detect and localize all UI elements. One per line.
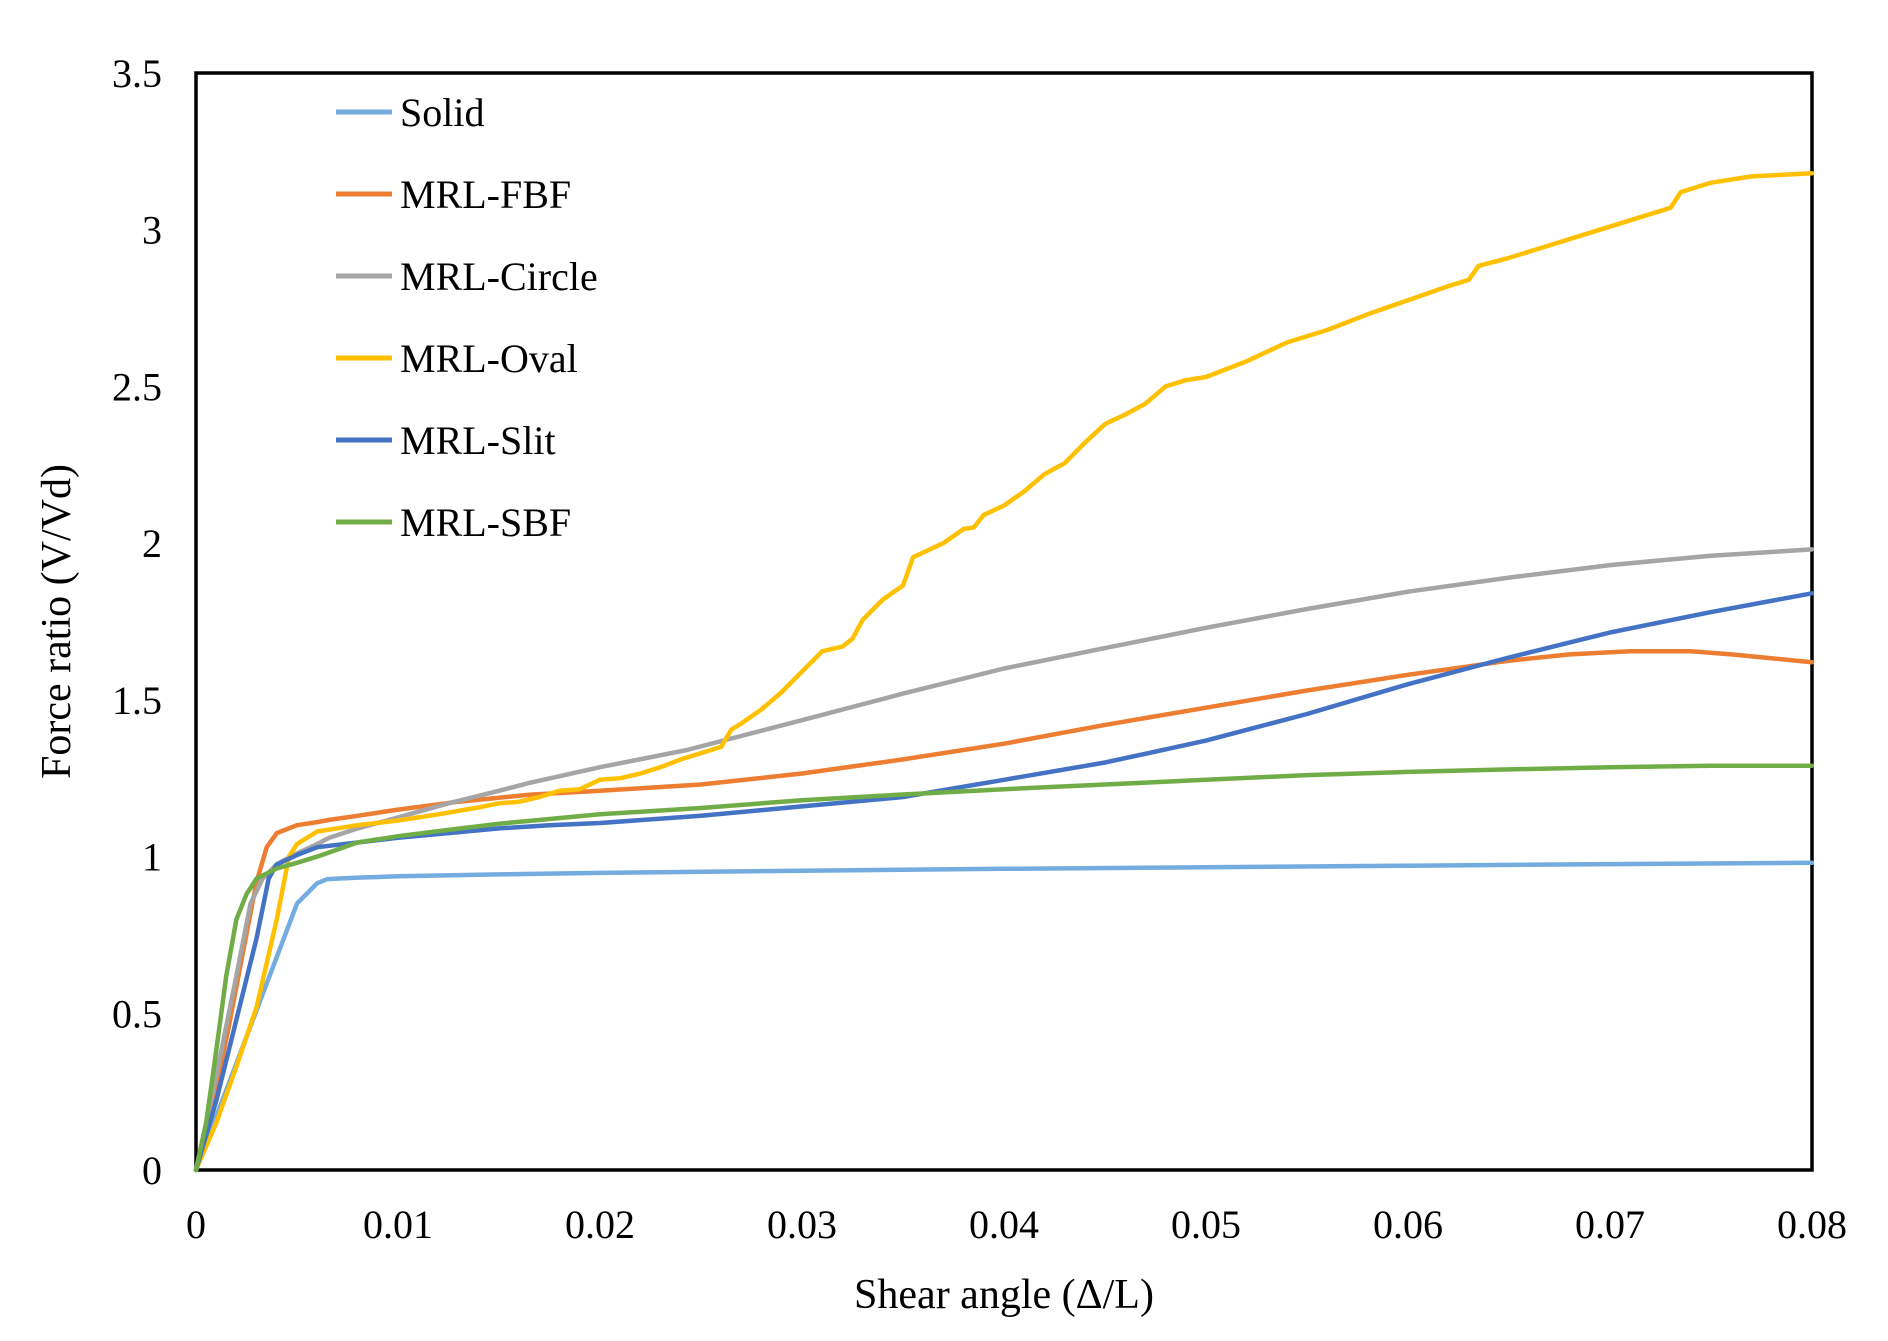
y-tick-label: 3 <box>142 208 162 253</box>
x-axis-tick-labels: 0 0.01 0.02 0.03 0.04 0.05 0.06 0.07 0.08 <box>186 1202 1847 1247</box>
legend-label: MRL-Slit <box>400 418 556 463</box>
legend-item-mrl-sbf: MRL-SBF <box>336 500 571 545</box>
y-axis-tick-labels: 0 0.5 1 1.5 2 2.5 3 3.5 <box>112 51 162 1193</box>
y-axis-title: Force ratio (V/Vd) <box>34 464 80 779</box>
legend: Solid MRL-FBF MRL-Circle MRL-Oval MRL-Slit MR… <box>336 90 598 545</box>
y-tick-label: 0.5 <box>112 991 162 1036</box>
y-tick-label: 1.5 <box>112 678 162 723</box>
legend-item-mrl-oval: MRL-Oval <box>336 336 578 381</box>
x-tick-label: 0.06 <box>1373 1202 1443 1247</box>
series-line-mrl-sbf <box>193 763 1815 1173</box>
plot-area-border <box>194 71 1814 1172</box>
y-tick-label: 1 <box>142 835 162 880</box>
x-tick-label: 0.04 <box>969 1202 1039 1247</box>
y-tick-label: 2 <box>142 521 162 566</box>
x-tick-label: 0.02 <box>565 1202 635 1247</box>
series-line-mrl-slit <box>193 591 1815 1173</box>
x-tick-label: 0.01 <box>363 1202 433 1247</box>
legend-item-mrl-slit: MRL-Slit <box>336 418 556 463</box>
legend-item-mrl-fbf: MRL-FBF <box>336 172 571 217</box>
x-tick-label: 0.07 <box>1575 1202 1645 1247</box>
legend-item-solid: Solid <box>336 90 484 135</box>
legend-label: MRL-Circle <box>400 254 598 299</box>
series-lines <box>193 171 1815 1173</box>
legend-item-mrl-circle: MRL-Circle <box>336 254 598 299</box>
legend-label: MRL-FBF <box>400 172 571 217</box>
x-axis-title: Shear angle (Δ/L) <box>854 1272 1154 1318</box>
legend-label: MRL-Oval <box>400 336 578 381</box>
y-tick-label: 3.5 <box>112 51 162 96</box>
series-line-mrl-fbf <box>193 649 1815 1173</box>
legend-label: MRL-SBF <box>400 500 571 545</box>
x-tick-label: 0.03 <box>767 1202 837 1247</box>
x-tick-label: 0.08 <box>1777 1202 1847 1247</box>
series-line-solid <box>193 860 1815 1173</box>
legend-label: Solid <box>400 90 484 135</box>
y-tick-label: 0 <box>142 1148 162 1193</box>
x-tick-label: 0.05 <box>1171 1202 1241 1247</box>
y-tick-label: 2.5 <box>112 364 162 409</box>
x-tick-label: 0 <box>186 1202 206 1247</box>
series-line-mrl-oval <box>193 171 1815 1173</box>
